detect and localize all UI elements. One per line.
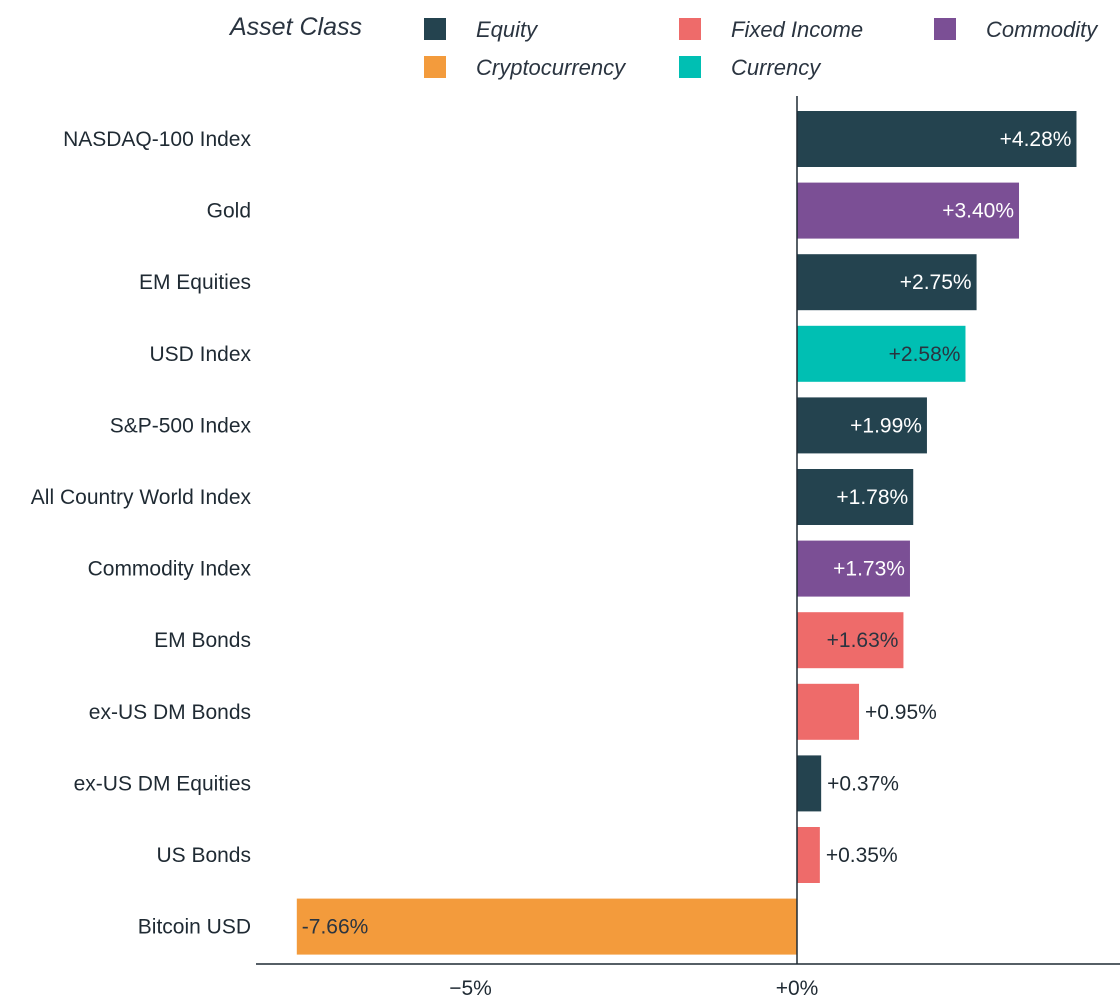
category-label: ex-US DM Equities (74, 772, 251, 795)
legend-swatch-cryptocurrency (424, 56, 446, 78)
value-label: -7.66% (302, 916, 369, 939)
value-label: +0.37% (827, 772, 899, 795)
bar-nasdaq-100-index (797, 111, 1077, 167)
bars: NASDAQ-100 Index +4.28% Gold +3.40% EM Equit… (31, 111, 1077, 955)
category-label: NASDAQ-100 Index (63, 128, 251, 151)
category-label: ex-US DM Bonds (89, 701, 251, 724)
legend-swatch-currency (679, 56, 701, 78)
x-tick-label: −5% (449, 977, 492, 1000)
category-label: USD Index (149, 343, 251, 366)
bar-us-bonds (797, 827, 820, 883)
value-label: +3.40% (942, 200, 1014, 223)
value-label: +4.28% (1000, 128, 1072, 151)
legend-label-currency: Currency (731, 55, 822, 80)
value-label: +0.35% (826, 844, 898, 867)
value-label: +2.75% (900, 271, 972, 294)
legend-label-equity: Equity (476, 17, 539, 42)
legend-label-fixed-income: Fixed Income (731, 17, 863, 42)
legend-title: Asset Class (228, 13, 362, 41)
bar-bitcoin-usd (296, 898, 797, 955)
legend-label-commodity: Commodity (986, 17, 1099, 42)
category-label: US Bonds (156, 844, 251, 867)
legend-label-cryptocurrency: Cryptocurrency (476, 55, 627, 80)
value-label: +2.58% (889, 343, 961, 366)
value-label: +1.73% (833, 558, 905, 581)
category-label: All Country World Index (31, 486, 252, 509)
legend-swatch-commodity (934, 18, 956, 40)
category-label: EM Equities (139, 271, 251, 294)
legend-swatch-fixed-income (679, 18, 701, 40)
bar-gold (797, 182, 1020, 239)
bar-em-equities (797, 254, 977, 311)
bar-s-p-500-index (797, 397, 927, 454)
x-tick-label: +0% (776, 977, 819, 1000)
bar-em-bonds (797, 612, 904, 669)
bar-ex-us-dm-equities (797, 755, 822, 812)
bar-usd-index (797, 325, 966, 382)
category-label: S&P-500 Index (110, 414, 252, 437)
category-label: Commodity Index (88, 558, 252, 581)
category-label: EM Bonds (154, 629, 251, 652)
axes: −5% +0% (256, 96, 1120, 1000)
value-label: +1.63% (827, 629, 899, 652)
value-label: +0.95% (865, 701, 937, 724)
bar-ex-us-dm-bonds (797, 683, 860, 740)
value-label: +1.99% (850, 414, 922, 437)
bar-all-country-world-index (797, 469, 914, 525)
bar-commodity-index (797, 540, 910, 597)
value-label: +1.78% (836, 486, 908, 509)
legend: Asset Class Equity Fixed Income Commodity Cr… (228, 13, 1099, 80)
legend-swatch-equity (424, 18, 446, 40)
category-label: Bitcoin USD (138, 916, 251, 939)
category-label: Gold (207, 200, 251, 223)
